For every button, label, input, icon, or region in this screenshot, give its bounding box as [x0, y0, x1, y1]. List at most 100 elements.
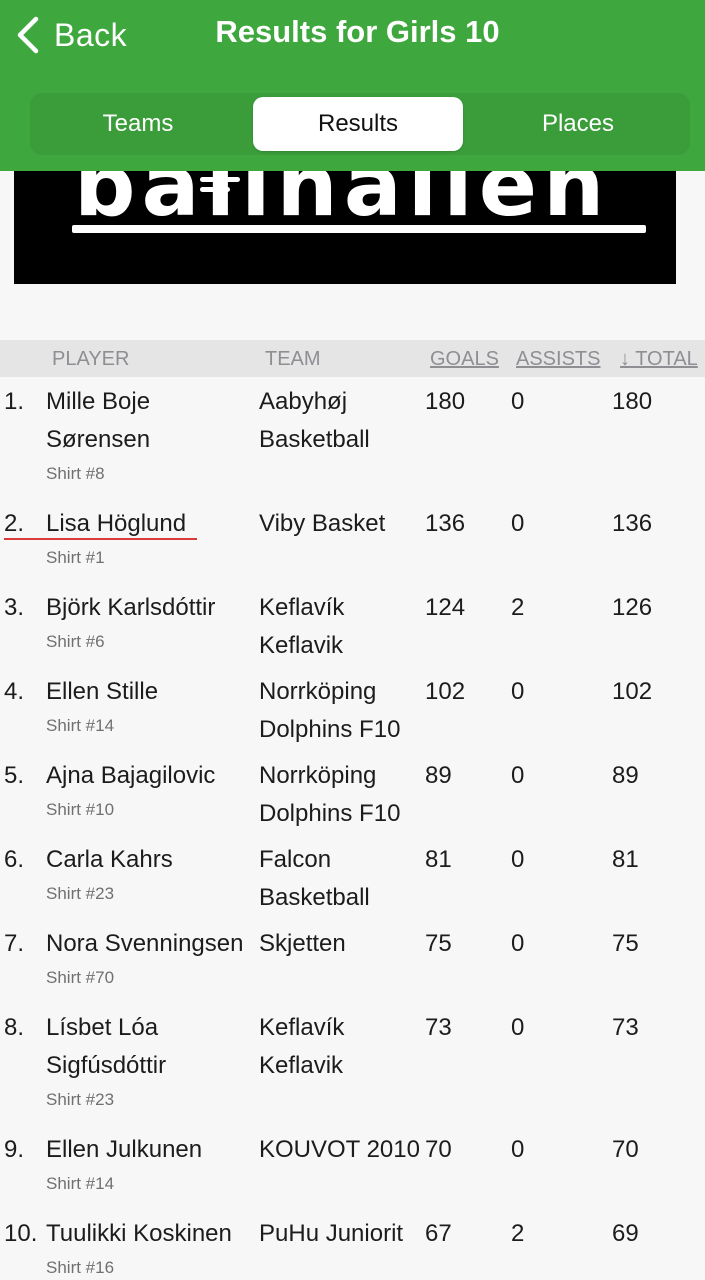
- shirt-number: Shirt #10: [46, 800, 115, 819]
- table-row[interactable]: 9. Ellen Julkunen Shirt #14 KOUVOT 2010 …: [0, 1125, 705, 1209]
- total-value: 81: [612, 846, 639, 873]
- rank: 4.: [4, 678, 25, 705]
- player-name: Björk Karlsdóttir: [46, 594, 216, 621]
- banner-underline: [72, 225, 646, 233]
- total-value: 126: [612, 594, 653, 621]
- rank: 10.: [4, 1220, 38, 1247]
- column-header-player: PLAYER: [52, 348, 130, 370]
- sponsor-banner: ballhallen: [14, 171, 676, 284]
- total-value: 69: [612, 1220, 639, 1247]
- total-value: 73: [612, 1014, 639, 1041]
- player-name: Ellen Julkunen: [46, 1136, 203, 1163]
- goals-value: 124: [425, 594, 466, 621]
- team-name: Keflavík Keflavik: [259, 594, 345, 659]
- table-row[interactable]: 1. Mille Boje Sørensen Shirt #8 Aabyhøj …: [0, 377, 705, 499]
- player-name: Nora Svenningsen: [46, 930, 244, 957]
- tab-results[interactable]: Results: [253, 97, 463, 151]
- shirt-number: Shirt #8: [46, 464, 105, 483]
- tab-places[interactable]: Places: [541, 110, 615, 137]
- column-header-total[interactable]: ↓ TOTAL: [620, 348, 698, 370]
- shirt-number: Shirt #23: [46, 1090, 115, 1109]
- player-name: Ellen Stille: [46, 678, 159, 705]
- column-header-goals[interactable]: GOALS: [430, 348, 499, 370]
- goals-value: 75: [425, 930, 452, 957]
- rank: 2.: [4, 510, 25, 537]
- table-header: PLAYER TEAM GOALS ASSISTS ↓ TOTAL: [0, 340, 705, 377]
- table-row[interactable]: 4. Ellen Stille Shirt #14 Norrköping Dol…: [0, 667, 705, 751]
- rank: 3.: [4, 594, 25, 621]
- table-row[interactable]: 5. Ajna Bajagilovic Shirt #10 Norrköping…: [0, 751, 705, 835]
- assists-value: 0: [511, 762, 525, 789]
- table-row[interactable]: 8. Lísbet Lóa Sigfúsdóttir Shirt #23 Kef…: [0, 1003, 705, 1125]
- team-name: Falcon Basketball: [259, 846, 370, 911]
- nav-header: Back Results for Girls 10 Teams Results …: [0, 0, 705, 171]
- team-name: Norrköping Dolphins F10: [259, 762, 401, 827]
- player-name: Carla Kahrs: [46, 846, 173, 873]
- goals-value: 180: [425, 388, 466, 415]
- highlight-underline: [4, 538, 197, 540]
- player-cell: Björk Karlsdóttir Shirt #6: [46, 589, 256, 653]
- total-value: 180: [612, 388, 653, 415]
- team-name: Aabyhøj Basketball: [259, 388, 370, 453]
- shirt-number: Shirt #70: [46, 968, 115, 987]
- assists-value: 0: [511, 1014, 525, 1041]
- player-name: Mille Boje Sørensen: [46, 388, 151, 453]
- goals-value: 102: [425, 678, 466, 705]
- assists-value: 0: [511, 846, 525, 873]
- player-cell: Ajna Bajagilovic Shirt #10: [46, 757, 256, 821]
- table-row[interactable]: 7. Nora Svenningsen Shirt #70 Skjetten 7…: [0, 919, 705, 1003]
- total-value: 136: [612, 510, 653, 537]
- chevron-left-icon: [17, 16, 39, 54]
- team-name: Skjetten: [259, 930, 346, 957]
- total-value: 102: [612, 678, 653, 705]
- shirt-number: Shirt #16: [46, 1258, 115, 1277]
- tab-teams[interactable]: Teams: [102, 110, 174, 137]
- total-value: 89: [612, 762, 639, 789]
- player-cell: Tuulikki Koskinen Shirt #16: [46, 1215, 256, 1279]
- column-header-team: TEAM: [265, 348, 321, 370]
- player-cell: Ellen Julkunen Shirt #14: [46, 1131, 256, 1195]
- rank: 5.: [4, 762, 25, 789]
- segmented-control: Teams Results Places: [30, 93, 690, 155]
- total-value: 75: [612, 930, 639, 957]
- assists-value: 2: [511, 594, 525, 621]
- goals-value: 70: [425, 1136, 452, 1163]
- shirt-number: Shirt #23: [46, 884, 115, 903]
- rank: 9.: [4, 1136, 25, 1163]
- assists-value: 0: [511, 388, 525, 415]
- player-cell: Ellen Stille Shirt #14: [46, 673, 256, 737]
- speed-lines-graphic: [200, 177, 240, 197]
- column-header-assists[interactable]: ASSISTS: [516, 348, 601, 370]
- player-cell: Mille Boje Sørensen Shirt #8: [46, 383, 256, 485]
- goals-value: 73: [425, 1014, 452, 1041]
- rank: 8.: [4, 1014, 25, 1041]
- team-name: Viby Basket: [259, 510, 386, 537]
- back-label: Back: [54, 16, 128, 53]
- player-cell: Carla Kahrs Shirt #23: [46, 841, 256, 905]
- top-bar: Back Results for Girls 10: [0, 0, 705, 70]
- assists-value: 2: [511, 1220, 525, 1247]
- rank: 6.: [4, 846, 25, 873]
- team-name: PuHu Juniorit: [259, 1220, 404, 1247]
- table-row[interactable]: 10. Tuulikki Koskinen Shirt #16 PuHu Jun…: [0, 1209, 705, 1280]
- total-value: 70: [612, 1136, 639, 1163]
- page-title: Results for Girls 10: [215, 14, 500, 49]
- player-name: Lisa Höglund: [46, 510, 187, 537]
- assists-value: 0: [511, 930, 525, 957]
- shirt-number: Shirt #6: [46, 632, 105, 651]
- team-name: Norrköping Dolphins F10: [259, 678, 401, 743]
- player-name: Tuulikki Koskinen: [46, 1220, 232, 1247]
- team-name: KOUVOT 2010: [259, 1136, 420, 1163]
- table-row[interactable]: 6. Carla Kahrs Shirt #23 Falcon Basketba…: [0, 835, 705, 919]
- table-row[interactable]: 3. Björk Karlsdóttir Shirt #6 Keflavík K…: [0, 583, 705, 667]
- player-name: Ajna Bajagilovic: [46, 762, 216, 789]
- player-cell: Lísbet Lóa Sigfúsdóttir Shirt #23: [46, 1009, 206, 1111]
- player-name: Lísbet Lóa Sigfúsdóttir: [46, 1014, 167, 1079]
- assists-value: 0: [511, 510, 525, 537]
- back-button[interactable]: Back: [14, 14, 127, 56]
- goals-value: 67: [425, 1220, 452, 1247]
- shirt-number: Shirt #14: [46, 1174, 115, 1193]
- table-row[interactable]: 2. Lisa Höglund Shirt #1 Viby Basket 136…: [0, 499, 705, 583]
- player-cell: Nora Svenningsen Shirt #70: [46, 925, 261, 989]
- rank: 7.: [4, 930, 25, 957]
